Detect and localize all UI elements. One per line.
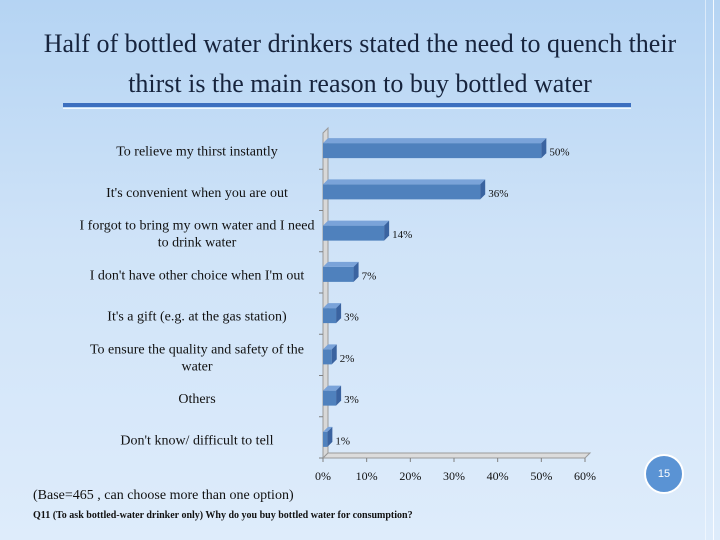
bar	[323, 308, 337, 324]
bar-top	[323, 344, 337, 350]
bar-top	[323, 220, 390, 226]
x-tick-label: 10%	[356, 469, 378, 483]
x-tick-label: 50%	[530, 469, 552, 483]
x-tick-label: 20%	[399, 469, 421, 483]
data-label: 14%	[392, 229, 412, 241]
axis-wall	[322, 126, 329, 460]
category-label: To ensure the quality and safety of the w…	[90, 342, 304, 374]
data-label: 3%	[344, 394, 359, 406]
bar-top	[323, 179, 486, 185]
category-label: Others	[178, 392, 215, 407]
category-label: I forgot to bring my own water and I nee…	[80, 219, 315, 251]
bar-side	[336, 385, 342, 406]
bar-side	[331, 344, 337, 365]
bar-top	[323, 385, 342, 391]
bar-side	[327, 426, 333, 447]
axis-floor	[321, 452, 592, 459]
bar	[323, 431, 328, 447]
bar	[323, 143, 542, 159]
title-underline-highlight	[63, 108, 631, 109]
bar-top	[323, 261, 359, 267]
bar-side	[541, 138, 547, 159]
data-label: 7%	[362, 270, 377, 282]
bar-top	[323, 138, 547, 144]
data-label: 1%	[335, 435, 350, 447]
x-tick-label: 0%	[315, 469, 331, 483]
x-tick-label: 30%	[443, 469, 465, 483]
frame-line	[705, 0, 706, 540]
category-label: Don't know/ difficult to tell	[120, 433, 273, 448]
data-label: 36%	[488, 188, 508, 200]
bar-top	[323, 303, 342, 309]
category-label: It's a gift (e.g. at the gas station)	[107, 310, 287, 325]
question-note: Q11 (To ask bottled-water drinker only) …	[33, 510, 413, 521]
frame-line	[713, 0, 714, 540]
bar-side	[480, 179, 486, 200]
category-label: I don't have other choice when I'm out	[90, 268, 305, 283]
bar	[323, 390, 337, 406]
x-tick-label: 40%	[487, 469, 509, 483]
bar-side	[336, 303, 342, 324]
data-label: 3%	[344, 312, 359, 324]
bar	[323, 266, 354, 282]
bar	[323, 184, 481, 200]
base-note: (Base=465 , can choose more than one opt…	[33, 488, 294, 503]
bar-side	[384, 220, 390, 241]
bar	[323, 225, 385, 241]
slide-title: Half of bottled water drinkers stated th…	[43, 29, 677, 98]
page-number-badge: 15	[644, 454, 684, 494]
title-underline	[63, 103, 631, 107]
bar	[323, 349, 332, 365]
bar-top	[323, 426, 333, 432]
data-label: 50%	[549, 147, 569, 159]
category-label: To relieve my thirst instantly	[116, 145, 278, 160]
data-label: 2%	[340, 353, 355, 365]
bar-side	[353, 261, 359, 282]
x-tick-label: 60%	[574, 469, 596, 483]
category-label: It's convenient when you are out	[106, 186, 288, 201]
